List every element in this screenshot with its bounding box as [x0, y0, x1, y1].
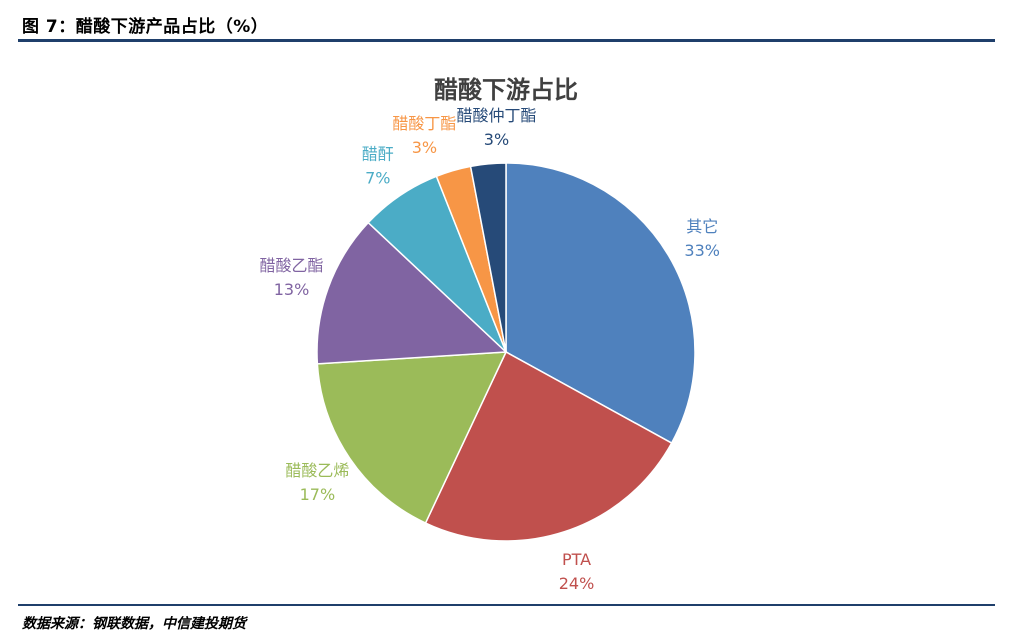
pie-labels: 其它 33% PTA 24% 醋酸乙烯 17% 醋酸乙酯 13% 醋酐 7% 醋酸丁酯 3% 醋酸仲丁酯… [259, 106, 719, 593]
slice-label-name: 醋酸乙烯 [285, 461, 349, 480]
slice-label-value: 3% [484, 130, 509, 149]
slice-label-value: 24% [559, 574, 595, 593]
slice-label-name: 醋酐 [362, 144, 394, 163]
figure-title: 图 7：醋酸下游产品占比（%） [22, 17, 269, 37]
slice-label-name: 醋酸丁酯 [392, 114, 456, 133]
pie-slice-pta [424, 350, 673, 542]
pie-chart: 醋酸下游占比 其它 33% PTA 24% 醋酸乙烯 17% 醋酸乙酯 13% 醋酐 7% 醋酸丁酯… [259, 76, 719, 593]
pie-slice-s6 [469, 162, 507, 353]
slice-label-name: 醋酸仲丁酯 [456, 106, 536, 125]
slice-label-value: 3% [412, 138, 437, 157]
chart-title: 醋酸下游占比 [434, 76, 578, 104]
pie-slice-s0 [505, 162, 696, 445]
slice-label-value: 33% [684, 241, 720, 260]
slice-label-value: 13% [274, 280, 310, 299]
source-note: 数据来源：钢联数据，中信建投期货 [22, 616, 246, 632]
slice-label-name: PTA [562, 550, 591, 569]
pie-slice-s2 [316, 351, 508, 525]
pie-slices [316, 162, 696, 542]
slice-label-value: 17% [300, 485, 336, 504]
slice-label-value: 7% [365, 168, 390, 187]
slice-label-name: 其它 [686, 217, 718, 236]
slice-label-name: 醋酸乙酯 [259, 256, 323, 275]
footer-rule [18, 604, 995, 606]
pie-slice-s3 [316, 221, 508, 365]
header-rule [18, 39, 995, 42]
